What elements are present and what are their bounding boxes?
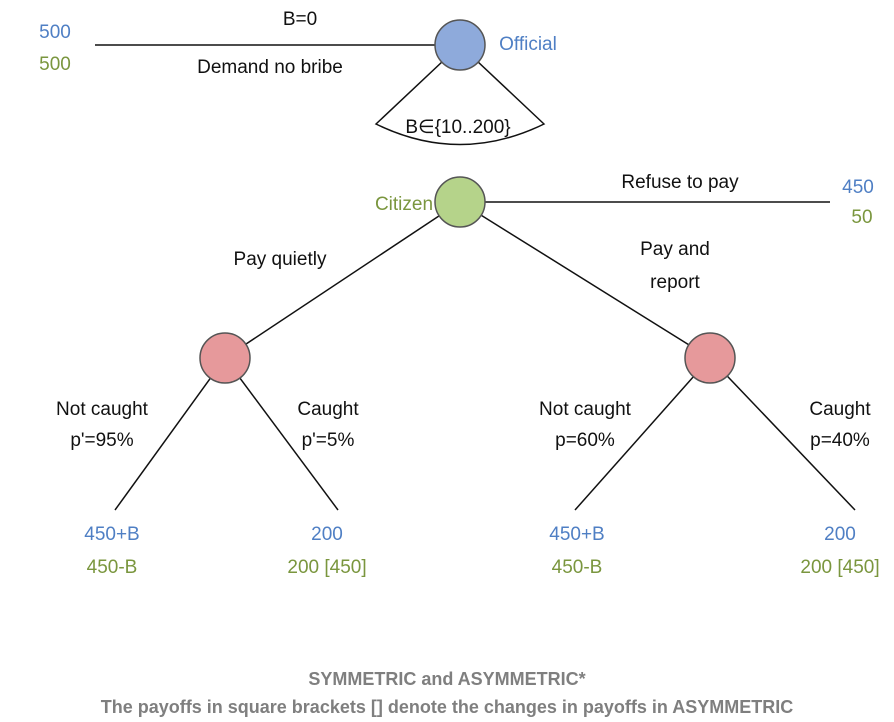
edge xyxy=(224,201,461,359)
edge-label: B∈{10..200} xyxy=(405,117,510,138)
edge-label: Not caught xyxy=(539,399,632,420)
payoff-official: 450 xyxy=(842,177,874,198)
edge-label: p'=95% xyxy=(70,430,133,451)
edge-label: Caught xyxy=(297,399,359,420)
node-label: Official xyxy=(499,34,557,55)
edge xyxy=(114,357,226,511)
edge-label: p'=5% xyxy=(302,430,355,451)
payoff-citizen: 200 [450] xyxy=(800,557,879,578)
payoff-official: 500 xyxy=(39,22,71,43)
chance-node xyxy=(684,332,736,384)
node-label: Citizen xyxy=(375,194,433,215)
edge xyxy=(709,357,856,511)
payoff-citizen: 450-B xyxy=(87,557,138,578)
payoff-citizen: 500 xyxy=(39,54,71,75)
citizen-node xyxy=(434,176,486,228)
edge-label: p=40% xyxy=(810,430,870,451)
edge-label: Refuse to pay xyxy=(621,172,739,193)
edge-label: Demand no bribe xyxy=(197,57,343,78)
footer-note: The payoffs in square brackets [] denote… xyxy=(101,697,793,717)
official-node xyxy=(434,19,486,71)
chance-node xyxy=(199,332,251,384)
edge xyxy=(224,357,339,511)
footer-title: SYMMETRIC and ASYMMETRIC* xyxy=(308,669,585,689)
bribe-fan xyxy=(374,43,546,146)
payoff-official: 200 xyxy=(311,524,343,545)
edge-label: B=0 xyxy=(283,9,317,30)
edge-label: Pay and xyxy=(640,239,710,260)
edge-label: p=60% xyxy=(555,430,615,451)
edge xyxy=(459,201,711,359)
edge-label: Pay quietly xyxy=(234,249,327,270)
payoff-citizen: 50 xyxy=(851,207,872,228)
payoff-official: 200 xyxy=(824,524,856,545)
payoff-citizen: 200 [450] xyxy=(287,557,366,578)
payoff-citizen: 450-B xyxy=(552,557,603,578)
edge-label: report xyxy=(650,272,700,293)
edge-label: Caught xyxy=(809,399,871,420)
payoff-official: 450+B xyxy=(549,524,604,545)
payoff-official: 450+B xyxy=(84,524,139,545)
edge-label: Not caught xyxy=(56,399,149,420)
edge xyxy=(574,357,711,511)
